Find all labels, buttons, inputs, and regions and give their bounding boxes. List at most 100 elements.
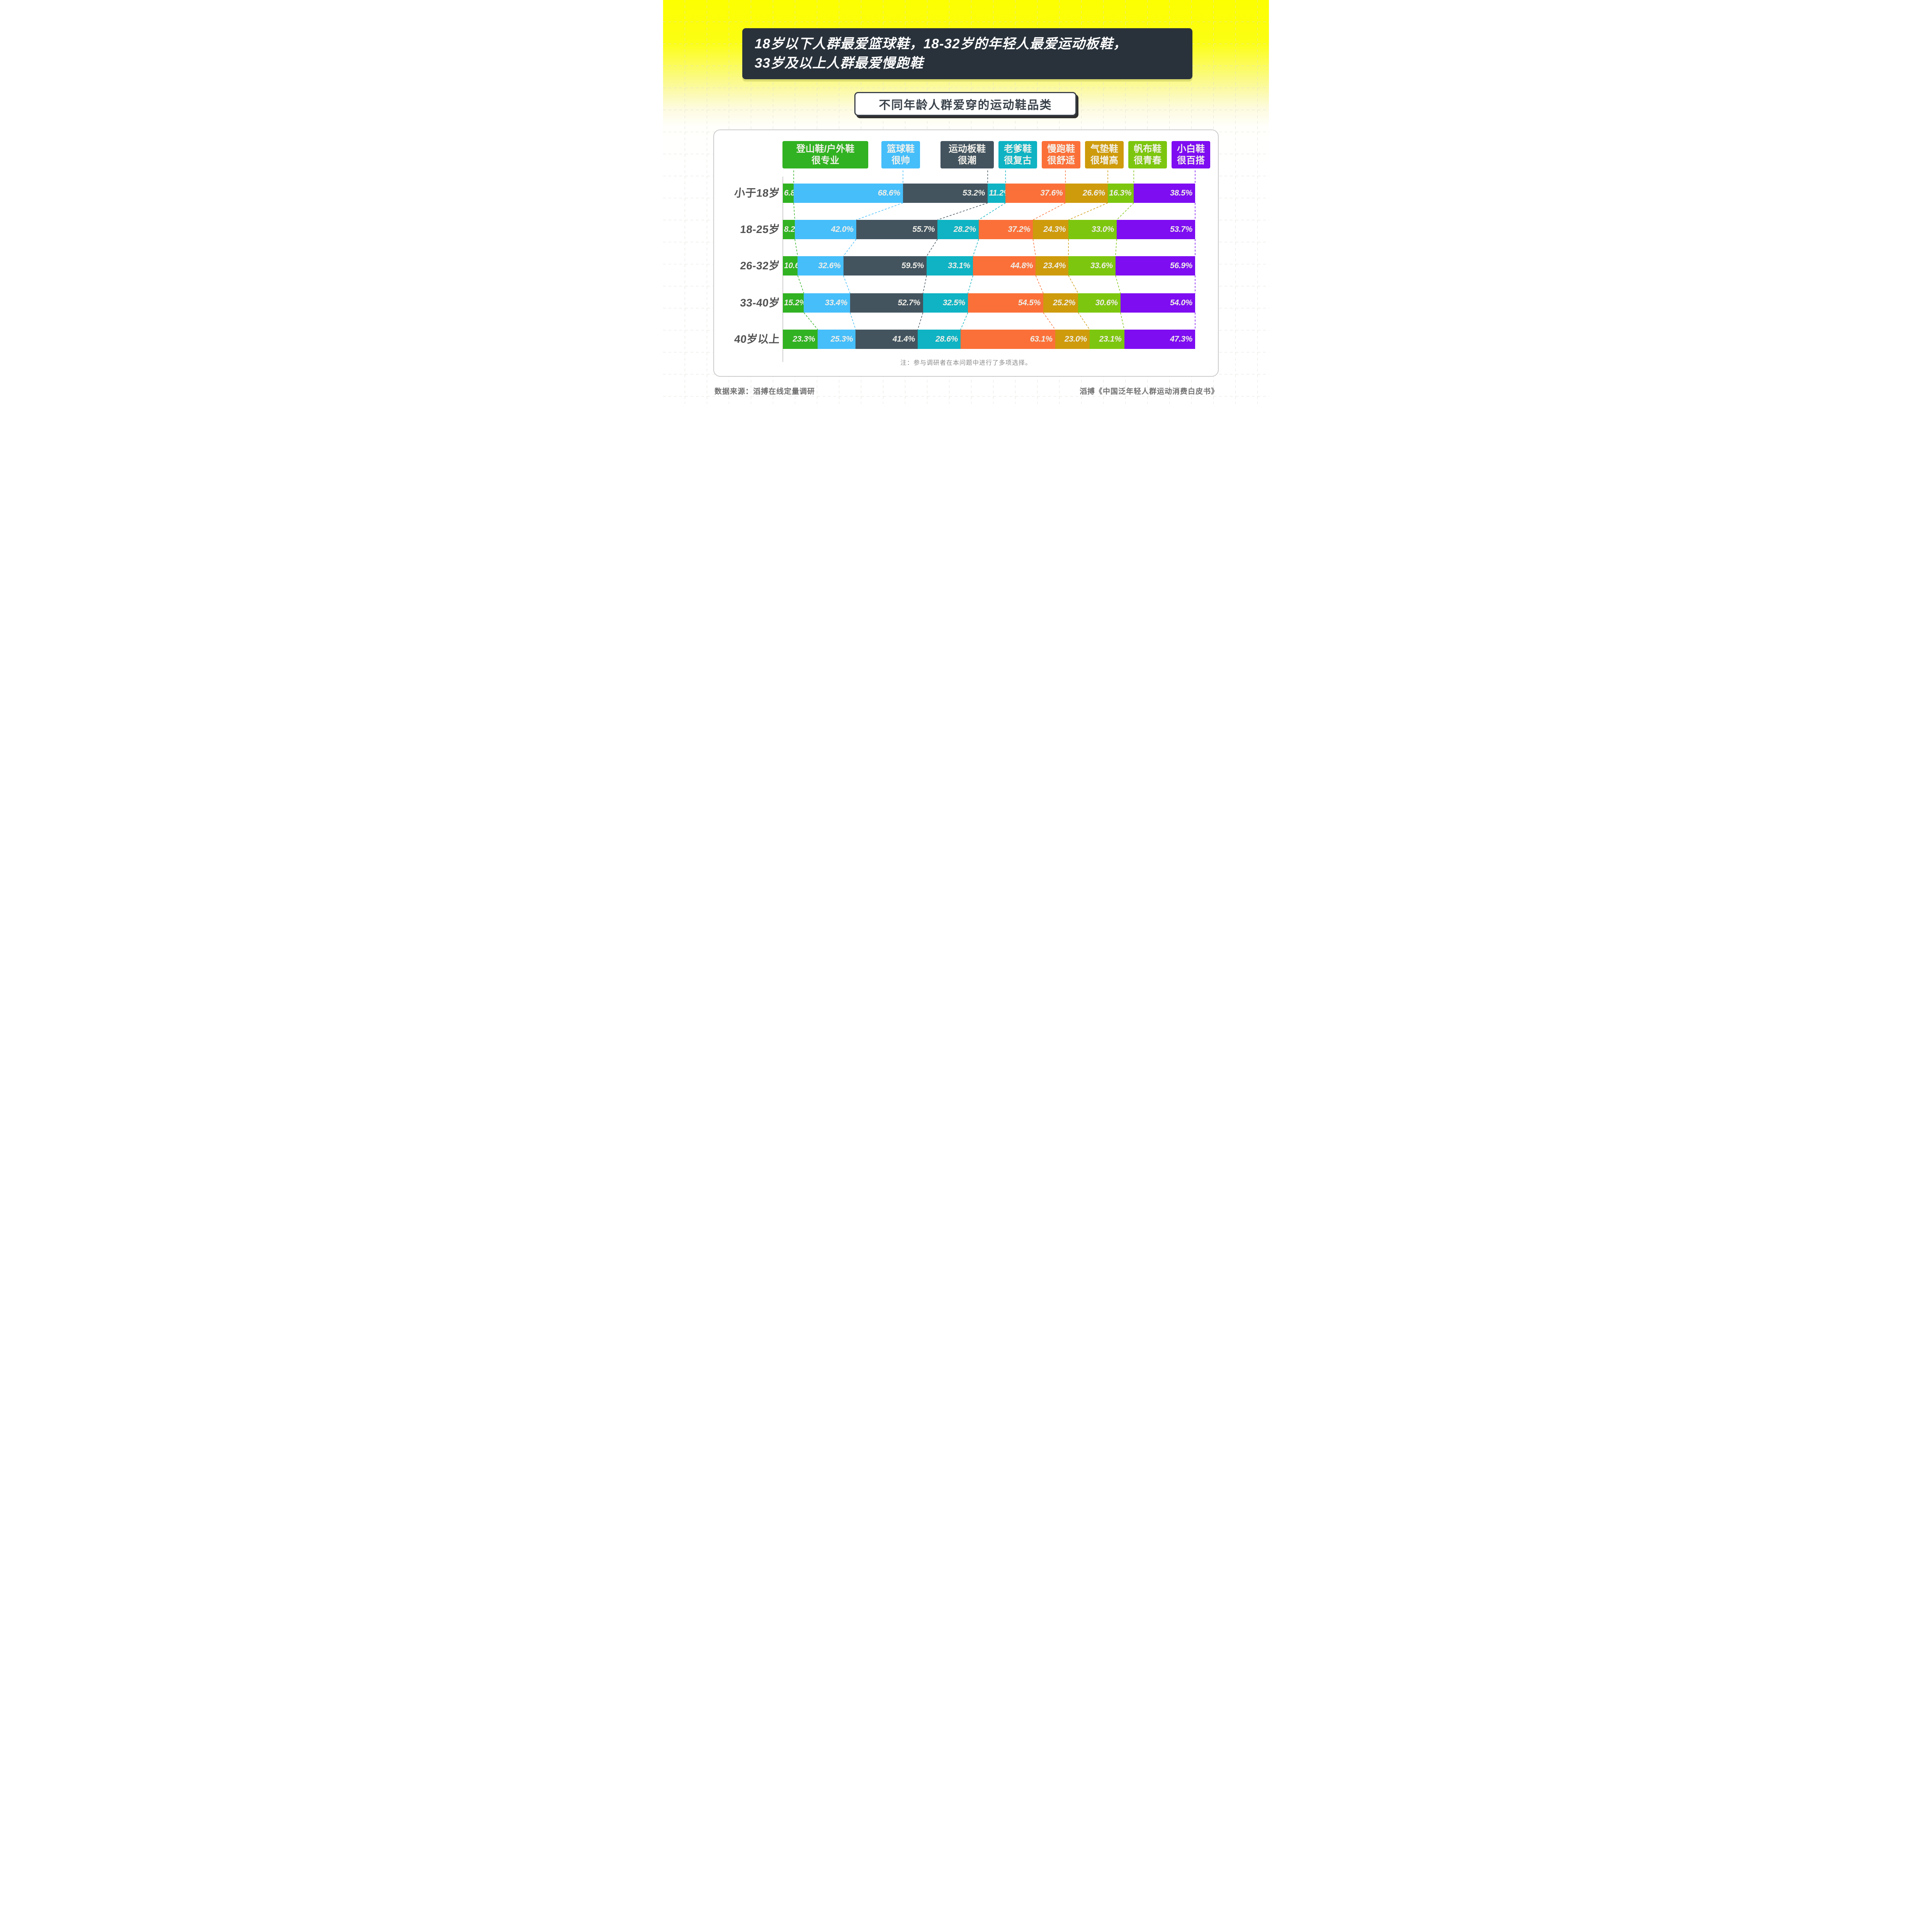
legend-item-6: 气垫鞋 很增高	[1085, 141, 1124, 168]
legend-label: 气垫鞋	[1090, 144, 1118, 155]
bar-segment: 33.1%	[927, 256, 973, 276]
title-banner: 18岁以下人群最爱篮球鞋，18-32岁的年轻人最爱运动板鞋， 33岁及以上人群最…	[742, 28, 1192, 79]
row-label-5: 40岁以上	[734, 333, 781, 345]
bar-value-label: 52.7%	[898, 298, 920, 307]
bar-value-label: 33.6%	[1090, 261, 1113, 270]
legend-label: 老爹鞋	[1004, 144, 1032, 155]
bar-value-label: 63.1%	[1030, 335, 1053, 344]
bar-value-label: 33.0%	[1091, 225, 1114, 234]
chart-title: 不同年龄人群爱穿的运动鞋品类	[879, 99, 1052, 112]
bar-value-label: 30.6%	[1095, 298, 1118, 307]
bar-value-label: 23.4%	[1043, 261, 1066, 270]
bar-segment: 32.5%	[923, 293, 968, 313]
bar-value-label: 54.5%	[1018, 298, 1041, 307]
report-source-text: 滔搏《中国泛年轻人群运动消费白皮书》	[1079, 388, 1219, 396]
bar-segment: 41.4%	[855, 330, 918, 349]
legend-label: 小白鞋	[1177, 144, 1205, 155]
infographic-page: 18岁以下人群最爱篮球鞋，18-32岁的年轻人最爱运动板鞋， 33岁及以上人群最…	[663, 0, 1269, 404]
bar-value-label: 33.1%	[947, 261, 970, 270]
legend-item-3: 运动板鞋 很潮	[940, 141, 994, 168]
bar-segment: 15.2%	[783, 293, 807, 313]
legend-item-8: 小白鞋 很百搭	[1172, 141, 1210, 168]
bar-value-label: 25.2%	[1053, 298, 1076, 307]
bar-segment: 8.2%	[783, 220, 802, 239]
bar-value-label: 23.1%	[1099, 335, 1122, 344]
bar-segment: 42.0%	[794, 220, 856, 239]
bar-segment: 16.3%	[1108, 184, 1134, 203]
legend-label: 很专业	[811, 155, 839, 166]
bar-segment: 63.1%	[961, 330, 1055, 349]
bar-value-label: 32.6%	[818, 261, 841, 270]
bar-segment: 23.0%	[1055, 330, 1090, 349]
legend-item-1: 登山鞋/户外鞋 很专业	[782, 141, 868, 168]
bar-segment: 25.2%	[1043, 293, 1078, 313]
bar-value-label: 47.3%	[1170, 335, 1192, 344]
bar-segment: 59.5%	[843, 256, 927, 276]
bar-segment: 38.5%	[1134, 184, 1195, 203]
bar-value-label: 16.3%	[1109, 189, 1132, 197]
legend-label: 登山鞋/户外鞋	[796, 144, 855, 155]
bar-value-label: 23.0%	[1064, 335, 1087, 344]
title-line-2: 33岁及以上人群最爱慢跑鞋	[755, 55, 923, 71]
chart-title-box: 不同年龄人群爱穿的运动鞋品类	[854, 92, 1077, 116]
legend-item-7: 帆布鞋 很青春	[1128, 141, 1167, 168]
legend-label: 很舒适	[1047, 155, 1075, 166]
bar-segment: 33.4%	[804, 293, 850, 313]
bar-segment: 68.6%	[794, 184, 903, 203]
bar-segment: 52.7%	[850, 293, 923, 313]
bar-segment: 10.6%	[783, 256, 806, 276]
bar-value-label: 26.6%	[1083, 189, 1105, 197]
row-label-4: 33-40岁	[740, 297, 781, 309]
bar-segment: 24.3%	[1033, 220, 1069, 239]
legend-label: 慢跑鞋	[1047, 144, 1075, 155]
bar-segment: 30.6%	[1078, 293, 1121, 313]
bar-value-label: 53.7%	[1170, 225, 1192, 234]
legend-label: 很青春	[1134, 155, 1162, 166]
bar-segment: 37.6%	[1005, 184, 1066, 203]
legend-item-4: 老爹鞋 很复古	[998, 141, 1037, 168]
bar-value-label: 59.5%	[901, 261, 924, 270]
bar-value-label: 11.2%	[989, 189, 1011, 197]
chart-note: 注：参与调研者在本问题中进行了多项选择。	[900, 360, 1032, 366]
bar-segment: 23.4%	[1036, 256, 1069, 276]
bar-value-label: 32.5%	[942, 298, 965, 307]
bar-value-label: 38.5%	[1170, 189, 1192, 197]
data-source-text: 数据来源：滔搏在线定量调研	[714, 388, 815, 396]
bar-value-label: 37.6%	[1040, 189, 1063, 197]
chart-card: 注：参与调研者在本问题中进行了多项选择。 登山鞋/户外鞋 很专业 篮球鞋 很帅 运动板鞋…	[713, 129, 1219, 377]
bar-segment: 53.7%	[1117, 220, 1195, 239]
bar-value-label: 15.2%	[784, 298, 807, 307]
bar-value-label: 25.3%	[830, 335, 853, 344]
legend-label: 帆布鞋	[1134, 144, 1162, 155]
bar-value-label: 28.2%	[953, 225, 976, 234]
title-line-1: 18岁以下人群最爱篮球鞋，18-32岁的年轻人最爱运动板鞋，	[755, 36, 1127, 51]
legend-label: 很复古	[1004, 155, 1032, 166]
legend-item-5: 慢跑鞋 很舒适	[1042, 141, 1080, 168]
legend-label: 很帅	[891, 155, 910, 166]
bar-value-label: 55.7%	[912, 225, 935, 234]
legend-label: 很潮	[958, 155, 976, 166]
bar-value-label: 41.4%	[893, 335, 915, 344]
bar-value-label: 37.2%	[1008, 225, 1031, 234]
legend-label: 运动板鞋	[949, 144, 986, 155]
bar-segment: 54.5%	[968, 293, 1043, 313]
bar-value-label: 44.8%	[1010, 261, 1033, 270]
bar-segment: 6.8%	[783, 184, 802, 203]
bar-segment: 54.0%	[1120, 293, 1195, 313]
row-label-3: 26-32岁	[740, 260, 781, 272]
bar-value-label: 56.9%	[1170, 261, 1192, 270]
bar-segment: 28.6%	[918, 330, 961, 349]
bar-segment: 23.3%	[783, 330, 818, 349]
bar-segment: 56.9%	[1115, 256, 1195, 276]
bar-segment: 33.6%	[1068, 256, 1116, 276]
bar-segment: 23.1%	[1089, 330, 1124, 349]
bar-segment: 53.2%	[903, 184, 988, 203]
bar-segment: 37.2%	[978, 220, 1033, 239]
bar-value-label: 68.6%	[878, 189, 900, 197]
bar-value-label: 53.2%	[963, 189, 985, 197]
bar-value-label: 24.3%	[1043, 225, 1066, 234]
bar-value-label: 28.6%	[935, 335, 958, 344]
bar-value-label: 23.3%	[793, 335, 815, 344]
bar-segment: 11.2%	[988, 184, 1011, 203]
bar-segment: 25.3%	[818, 330, 856, 349]
